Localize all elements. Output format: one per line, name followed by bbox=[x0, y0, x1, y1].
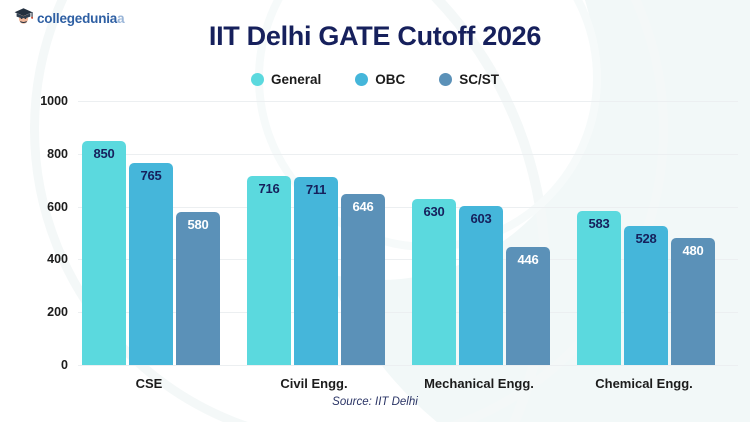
legend-swatch-scst bbox=[439, 73, 453, 86]
gridline bbox=[78, 259, 738, 261]
bar[interactable]: 480 bbox=[671, 238, 715, 365]
bar[interactable]: 765 bbox=[129, 163, 173, 365]
legend-swatch-general bbox=[250, 73, 264, 86]
bar[interactable]: 716 bbox=[247, 175, 291, 365]
bar-value-label: 583 bbox=[588, 216, 610, 232]
legend-swatch-obc bbox=[355, 73, 369, 86]
collegedunia-logo[interactable]: collegeduniaa bbox=[14, 7, 125, 29]
legend-label-general: General bbox=[270, 72, 322, 87]
legend-item-scst[interactable]: SC/ST bbox=[439, 72, 499, 87]
source-note: Source: IIT Delhi bbox=[332, 396, 418, 408]
bar-groups: 850 765 580 CSE 716 711 646 Civil Engg. 630 603 44… bbox=[78, 101, 738, 391]
bar[interactable]: 446 bbox=[506, 247, 550, 365]
bar-group: 583 528 480 Chemical Engg. bbox=[573, 101, 738, 391]
bar-value-label: 646 bbox=[352, 199, 374, 215]
gridline bbox=[78, 312, 738, 314]
y-axis-tick-label: 400 bbox=[47, 252, 68, 267]
x-axis-category-label: Chemical Engg. bbox=[595, 376, 693, 391]
bar-value-label: 480 bbox=[682, 243, 704, 259]
legend-label-scst: SC/ST bbox=[459, 72, 500, 87]
bar-value-label: 850 bbox=[93, 145, 115, 161]
y-axis-tick-label: 200 bbox=[47, 305, 68, 320]
bar-group: 716 711 646 Civil Engg. bbox=[243, 101, 408, 391]
bar-value-label: 765 bbox=[140, 168, 162, 184]
logo-wordmark-suffix: a bbox=[117, 10, 125, 26]
gridline bbox=[78, 153, 738, 155]
legend-item-obc[interactable]: OBC bbox=[355, 72, 405, 87]
plot-area: 1000 800 600 400 200 0 850 765 580 CSE 716 711 646 C… bbox=[40, 94, 738, 391]
bar-value-label: 711 bbox=[305, 182, 327, 198]
y-axis-tick-label: 0 bbox=[61, 358, 68, 372]
bar[interactable]: 646 bbox=[341, 194, 385, 365]
bar-value-label: 528 bbox=[635, 230, 657, 246]
y-axis-tick-label: 600 bbox=[47, 199, 68, 214]
page-title: IIT Delhi GATE Cutoff 2026 bbox=[208, 21, 542, 51]
chart-legend: General OBC SC/ST bbox=[0, 72, 750, 87]
bar[interactable]: 528 bbox=[624, 225, 668, 365]
bar-value-label: 630 bbox=[423, 203, 445, 219]
legend-item-general[interactable]: General bbox=[250, 72, 322, 87]
bar-value-label: 603 bbox=[470, 210, 492, 226]
bar-group: 630 603 446 Mechanical Engg. bbox=[408, 101, 573, 391]
gridline bbox=[78, 101, 738, 102]
x-axis-category-label: Civil Engg. bbox=[280, 376, 348, 391]
legend-label-obc: OBC bbox=[375, 72, 406, 87]
y-axis-tick-label: 1000 bbox=[40, 94, 68, 108]
x-axis-category-label: CSE bbox=[135, 376, 163, 391]
bar[interactable]: 711 bbox=[294, 177, 338, 365]
bar[interactable]: 850 bbox=[82, 140, 126, 365]
logo-wordmark-text: collegedunia bbox=[37, 10, 118, 26]
gridline bbox=[78, 365, 738, 366]
bar[interactable]: 583 bbox=[577, 211, 621, 365]
bar-group: 850 765 580 CSE bbox=[78, 101, 243, 391]
bar-value-label: 716 bbox=[258, 180, 280, 196]
graduation-cap-icon bbox=[14, 7, 34, 29]
logo-wordmark: collegeduniaa bbox=[37, 10, 125, 26]
x-axis-category-label: Mechanical Engg. bbox=[424, 376, 534, 391]
bar-value-label: 446 bbox=[517, 252, 539, 268]
bar[interactable]: 580 bbox=[176, 211, 220, 365]
bar[interactable]: 603 bbox=[459, 205, 503, 365]
y-axis-tick-label: 800 bbox=[47, 146, 68, 161]
gridline bbox=[78, 206, 738, 208]
bar[interactable]: 630 bbox=[412, 198, 456, 365]
bar-value-label: 580 bbox=[187, 216, 209, 232]
